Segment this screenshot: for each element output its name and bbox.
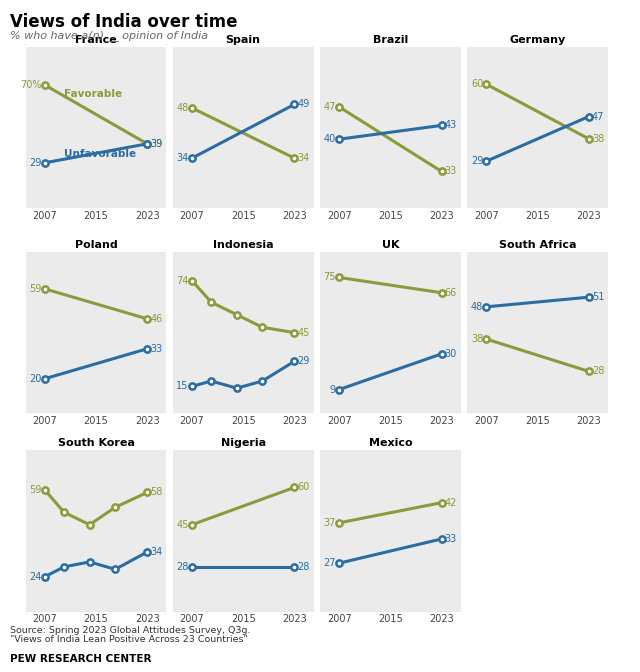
Text: % who have a(n) __ opinion of India: % who have a(n) __ opinion of India (10, 30, 208, 41)
Text: 33: 33 (445, 534, 457, 544)
Text: Favorable: Favorable (64, 89, 122, 99)
Text: 47: 47 (324, 102, 336, 112)
Title: South Africa: South Africa (499, 240, 577, 250)
Text: 43: 43 (445, 120, 457, 130)
Text: 46: 46 (150, 314, 163, 324)
Text: 75: 75 (323, 272, 336, 282)
Text: 42: 42 (445, 498, 457, 507)
Text: Views of India over time: Views of India over time (10, 13, 237, 32)
Text: 20: 20 (29, 374, 42, 384)
Text: 45: 45 (177, 519, 189, 530)
Text: Source: Spring 2023 Global Attitudes Survey, Q3g.: Source: Spring 2023 Global Attitudes Sur… (10, 626, 250, 635)
Text: Unfavorable: Unfavorable (64, 149, 136, 159)
Text: 59: 59 (29, 485, 42, 495)
Text: 34: 34 (298, 153, 310, 163)
Title: Poland: Poland (75, 240, 117, 250)
Text: 38: 38 (471, 334, 483, 344)
Text: 39: 39 (150, 139, 163, 149)
Text: 29: 29 (298, 356, 310, 366)
Text: 28: 28 (592, 366, 604, 376)
Text: 33: 33 (445, 167, 457, 177)
Text: 28: 28 (298, 562, 310, 572)
Text: 47: 47 (592, 112, 604, 122)
Text: 59: 59 (29, 284, 42, 294)
Text: 48: 48 (177, 103, 189, 113)
Title: Spain: Spain (226, 35, 260, 45)
Text: 39: 39 (150, 139, 163, 149)
Text: 74: 74 (177, 276, 189, 286)
Text: "Views of India Lean Positive Across 23 Countries": "Views of India Lean Positive Across 23 … (10, 635, 247, 644)
Text: 66: 66 (445, 288, 457, 298)
Title: Mexico: Mexico (369, 438, 412, 448)
Title: Brazil: Brazil (372, 35, 408, 45)
Text: 15: 15 (177, 382, 189, 391)
Text: 40: 40 (324, 134, 336, 144)
Text: PEW RESEARCH CENTER: PEW RESEARCH CENTER (10, 654, 151, 664)
Title: Germany: Germany (509, 35, 566, 45)
Text: 48: 48 (471, 302, 483, 312)
Text: 28: 28 (177, 562, 189, 572)
Text: 30: 30 (445, 349, 457, 359)
Text: 60: 60 (298, 482, 310, 493)
Title: UK: UK (381, 240, 399, 250)
Text: 45: 45 (298, 328, 310, 337)
Text: 33: 33 (150, 344, 163, 353)
Title: South Korea: South Korea (58, 438, 134, 448)
Text: 29: 29 (471, 156, 483, 166)
Title: Nigeria: Nigeria (221, 438, 266, 448)
Text: 58: 58 (150, 487, 163, 497)
Text: 34: 34 (177, 153, 189, 163)
Text: 9: 9 (330, 384, 336, 394)
Text: 38: 38 (592, 134, 604, 144)
Text: 60: 60 (471, 79, 483, 89)
Text: 49: 49 (298, 99, 310, 110)
Text: 24: 24 (29, 572, 42, 582)
Text: 29: 29 (29, 158, 42, 168)
Text: 51: 51 (592, 292, 604, 302)
Title: France: France (75, 35, 117, 45)
Text: 27: 27 (323, 558, 336, 568)
Text: 34: 34 (150, 547, 163, 557)
Title: Indonesia: Indonesia (213, 240, 273, 250)
Text: 70%: 70% (20, 80, 42, 90)
Text: 37: 37 (324, 518, 336, 528)
